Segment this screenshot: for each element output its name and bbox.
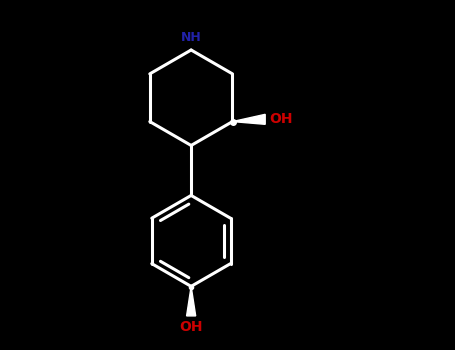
Polygon shape xyxy=(233,114,265,124)
Text: OH: OH xyxy=(179,321,203,335)
Polygon shape xyxy=(187,286,196,316)
Text: OH: OH xyxy=(269,112,292,126)
Text: NH: NH xyxy=(181,31,202,44)
